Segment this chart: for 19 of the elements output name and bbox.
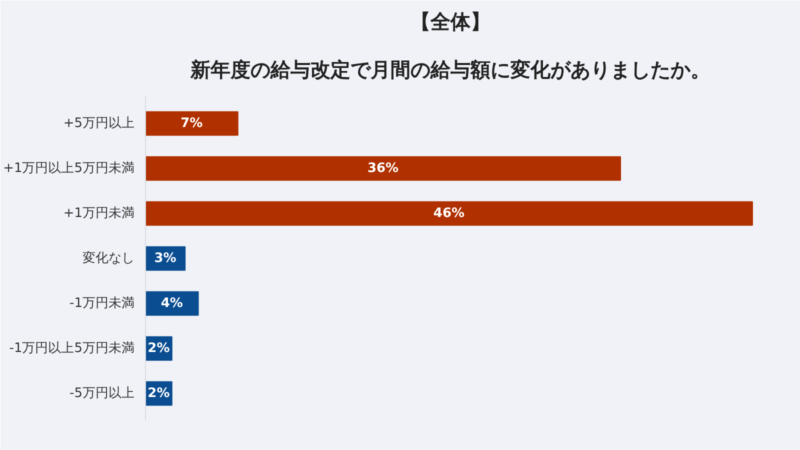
data-label: 46% <box>433 206 465 221</box>
data-label: 4% <box>160 296 183 311</box>
chart-subtitle: 新年度の給与改定で月間の給与額に変化がありましたか。 <box>190 58 710 82</box>
bar <box>146 156 622 181</box>
y-tick-label: +1万円以上5万円未満 <box>3 161 135 176</box>
y-tick-label: -1万円以上5万円未満 <box>9 341 134 356</box>
y-tick-label: -5万円以上 <box>70 386 135 401</box>
y-tick-label: +1万円未満 <box>63 206 135 221</box>
bar <box>146 111 238 136</box>
data-label: 2% <box>148 341 170 356</box>
data-label: 36% <box>367 161 399 176</box>
y-tick-label: 変化なし <box>82 250 134 266</box>
bar <box>146 201 753 226</box>
y-tick-label: -1万円未満 <box>70 296 135 311</box>
chart-title: 【全体】 <box>410 10 490 34</box>
y-tick-label: +5万円以上 <box>63 116 135 131</box>
data-label: 7% <box>180 116 203 131</box>
data-label: 3% <box>154 251 176 266</box>
data-label: 2% <box>148 386 170 401</box>
